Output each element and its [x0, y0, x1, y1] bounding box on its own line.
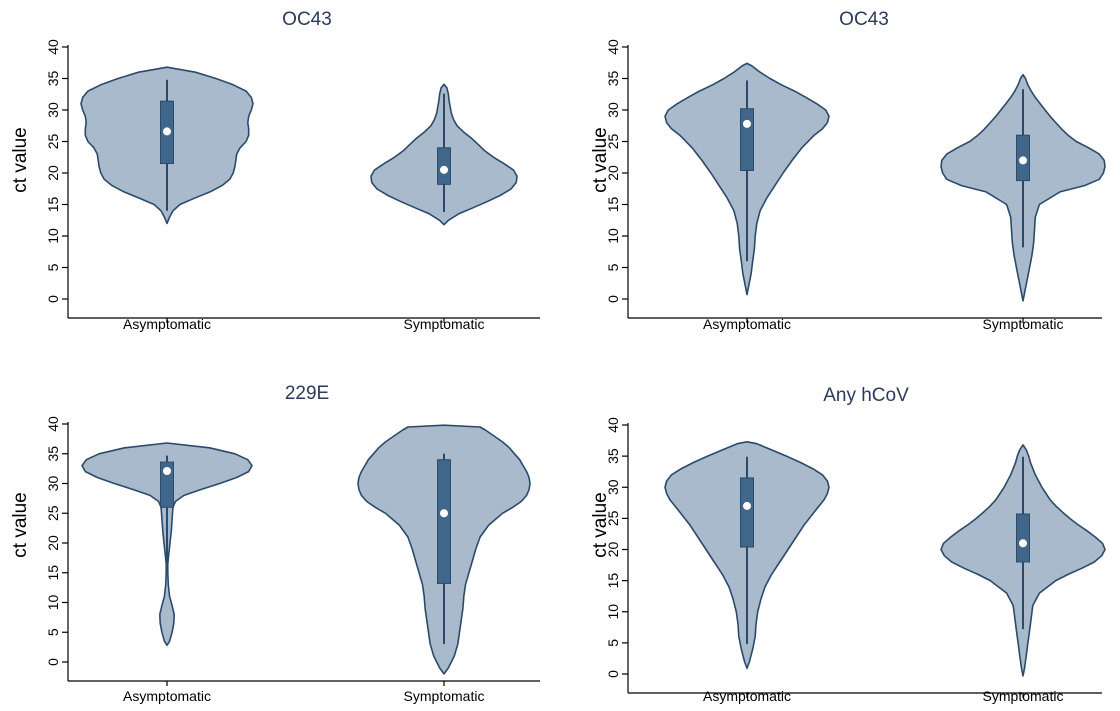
y-tick-label: 35	[45, 446, 61, 462]
chart-panel-4: Any hCoV ct value 0 5 10 15 20 25 30 35 40 Asymptom…	[590, 385, 1106, 704]
y-tick-label: 30	[45, 476, 61, 492]
x-tick-label: Asymptomatic	[703, 688, 791, 704]
chart-panel-1: OC43 ct value 0 5 10 15 20 25 30 35 40 Asymptomatic…	[10, 9, 540, 332]
chart-panel-2: OC43 ct value 0 5 10 15 20 25 30 35 40 Asymptomatic…	[590, 9, 1106, 332]
violin-symptomatic	[357, 424, 531, 675]
median-marker	[742, 118, 752, 129]
y-axis-label: ct value	[10, 127, 31, 192]
y-tick-label: 5	[605, 263, 621, 271]
y-tick-label: 15	[605, 197, 621, 213]
y-axis-label: ct value	[590, 492, 611, 557]
y-tick-label: 35	[605, 448, 621, 464]
x-tick-label: Asymptomatic	[703, 316, 791, 332]
y-tick-label: 5	[45, 628, 61, 636]
y-tick-label: 15	[45, 565, 61, 581]
violin-asymptomatic	[80, 66, 254, 225]
y-tick-label: 40	[45, 416, 61, 432]
chart-title: OC43	[282, 9, 332, 30]
y-tick-label: 30	[605, 479, 621, 495]
y-tick-label: 20	[45, 165, 61, 181]
y-tick-label: 40	[605, 417, 621, 433]
y-tick-label: 10	[605, 604, 621, 620]
median-marker	[439, 508, 449, 519]
violin-asymptomatic	[81, 442, 253, 647]
violin-symptomatic	[940, 73, 1106, 302]
y-tick-label: 0	[605, 295, 621, 303]
y-tick-label: 0	[45, 295, 61, 303]
y-tick-label: 15	[605, 573, 621, 589]
y-tick-label: 10	[45, 228, 61, 244]
median-marker	[1018, 538, 1028, 549]
y-tick-label: 10	[45, 595, 61, 611]
iqr-box	[740, 108, 754, 171]
y-tick-label: 15	[45, 197, 61, 213]
iqr-box	[1016, 513, 1030, 563]
y-tick-label: 25	[45, 505, 61, 521]
chart-title: OC43	[839, 9, 889, 30]
chart-title: Any hCoV	[823, 385, 909, 406]
y-tick-label: 25	[605, 510, 621, 526]
y-tick-label: 35	[45, 71, 61, 87]
y-tick-label: 25	[45, 134, 61, 150]
x-tick-label: Symptomatic	[983, 688, 1064, 704]
iqr-box	[740, 477, 754, 548]
violin-symptomatic	[940, 444, 1106, 677]
y-tick-label: 10	[605, 228, 621, 244]
violin-symptomatic	[370, 83, 518, 226]
y-tick-label: 5	[45, 263, 61, 271]
chart-title: 229E	[285, 383, 329, 404]
y-tick-label: 25	[605, 134, 621, 150]
median-marker	[439, 164, 449, 175]
y-tick-label: 0	[605, 670, 621, 678]
y-tick-label: 40	[45, 39, 61, 55]
chart-panel-3: 229E ct value 0 5 10 15 20 25 30 35 40 Asymptomatic…	[10, 383, 540, 704]
y-tick-label: 40	[605, 39, 621, 55]
y-tick-label: 5	[605, 639, 621, 647]
violin-asymptomatic	[664, 62, 830, 296]
y-axis-label: ct value	[10, 492, 31, 557]
y-tick-label: 0	[45, 658, 61, 666]
y-tick-label: 30	[605, 102, 621, 118]
median-marker	[162, 466, 172, 477]
median-marker	[742, 500, 752, 511]
x-tick-label: Asymptomatic	[123, 688, 211, 704]
median-marker	[162, 126, 172, 137]
x-tick-label: Asymptomatic	[123, 316, 211, 332]
x-tick-label: Symptomatic	[983, 316, 1064, 332]
y-tick-label: 20	[605, 165, 621, 181]
violin-asymptomatic	[664, 441, 830, 670]
y-tick-label: 35	[605, 71, 621, 87]
y-axis-label: ct value	[590, 127, 611, 192]
x-tick-label: Symptomatic	[404, 688, 485, 704]
y-tick-label: 20	[605, 542, 621, 558]
iqr-box	[437, 459, 451, 584]
y-tick-label: 30	[45, 102, 61, 118]
y-tick-label: 20	[45, 535, 61, 551]
median-marker	[1018, 155, 1028, 166]
x-tick-label: Symptomatic	[404, 316, 485, 332]
